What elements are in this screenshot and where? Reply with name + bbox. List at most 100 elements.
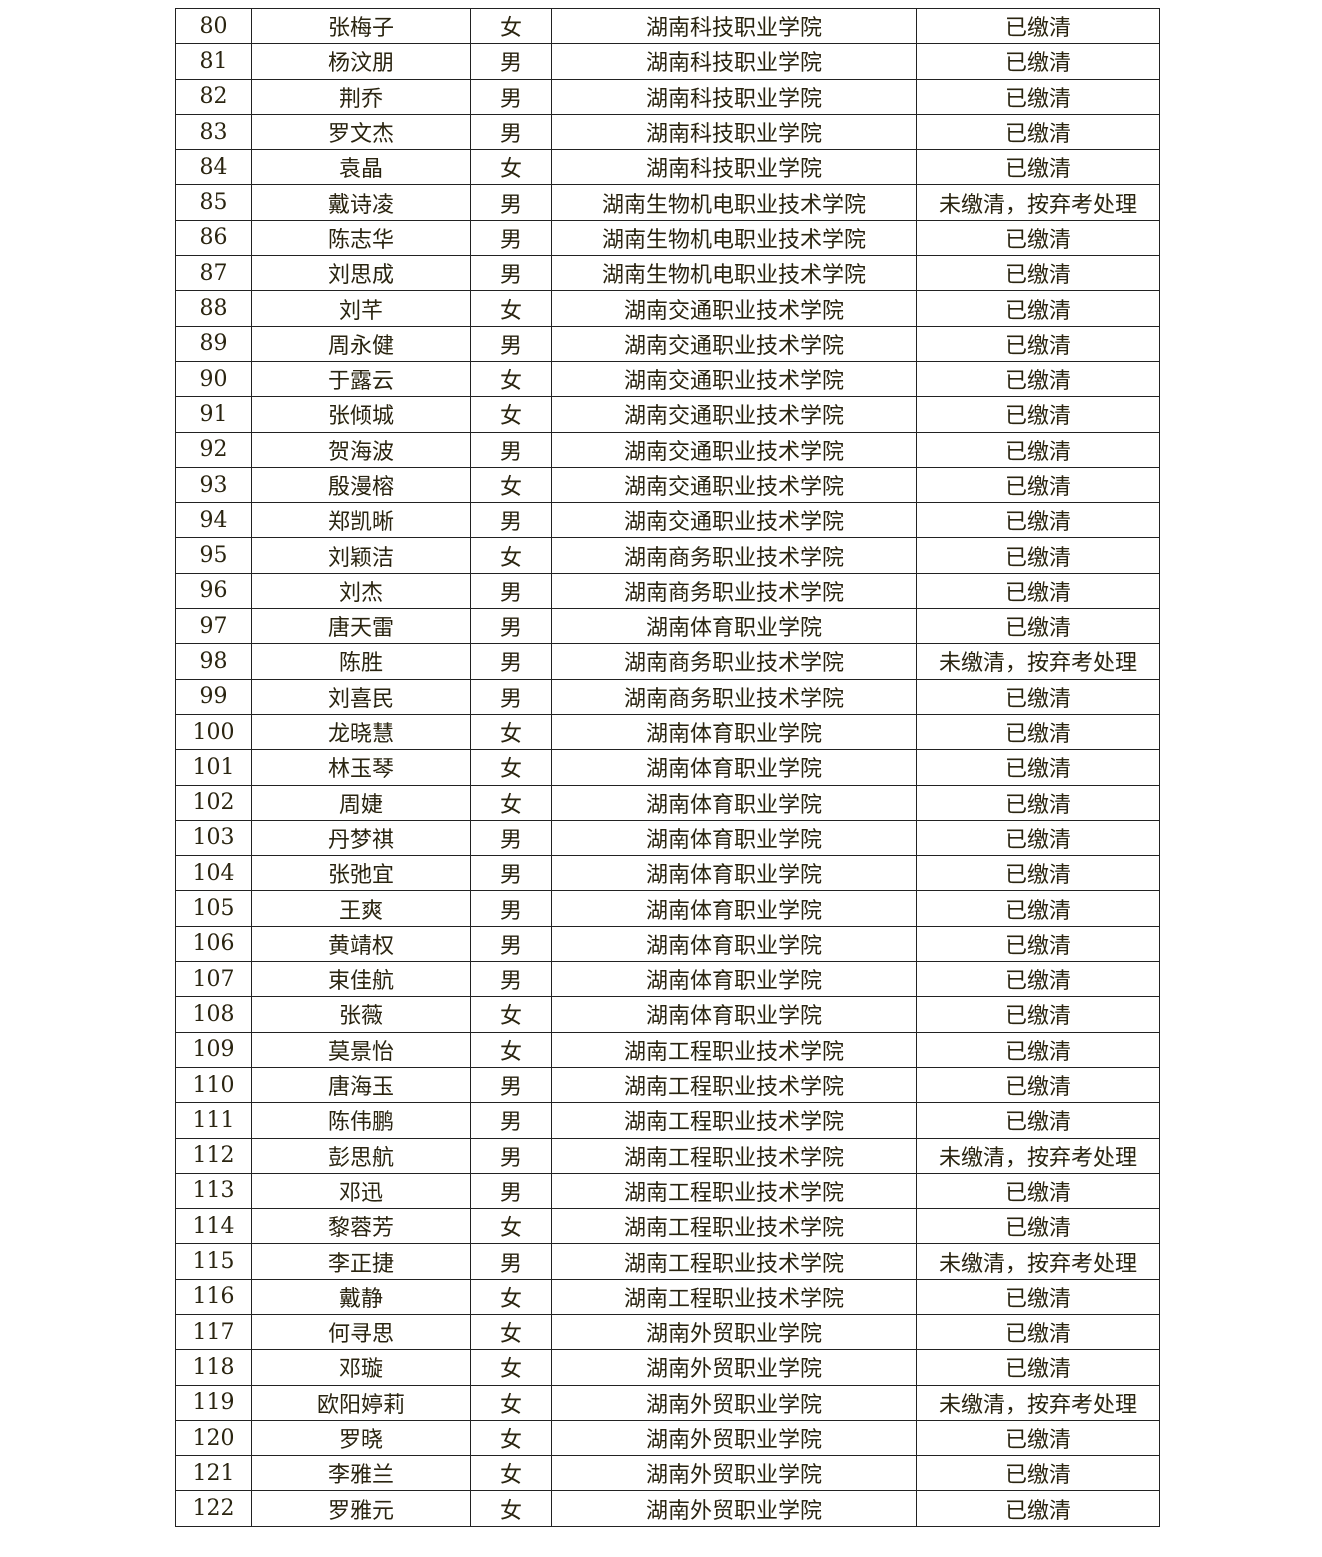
table-row: 118 邓璇女湖南外贸职业学院 已缴清 (175, 1349, 1160, 1386)
school: 湖南体育职业学院 (551, 996, 917, 1033)
gender: 男 (470, 1172, 552, 1210)
student-name: 贺海波 (251, 431, 471, 468)
row-number: 93 (175, 466, 252, 504)
school: 湖南工程职业技术学院 (551, 1172, 917, 1210)
school: 湖南工程职业技术学院 (551, 1208, 917, 1245)
gender: 男 (470, 1137, 552, 1174)
row-number: 116 (175, 1278, 252, 1315)
gender: 女 (470, 360, 552, 398)
table-row: 97 唐天雷男湖南体育职业学院 已缴清 (175, 608, 1160, 645)
table-row: 101 林玉琴女湖南体育职业学院 已缴清 (175, 749, 1160, 786)
row-number: 106 (175, 925, 252, 963)
student-name: 李雅兰 (251, 1455, 471, 1492)
gender: 女 (470, 1419, 552, 1457)
payment-status: 已缴清 (916, 678, 1160, 715)
gender: 女 (470, 1490, 552, 1527)
row-number: 88 (175, 290, 252, 327)
table-row: 112 彭思航男湖南工程职业技术学院 未缴清，按弃考处理 (175, 1137, 1160, 1174)
payment-status: 已缴清 (916, 1313, 1160, 1351)
student-name: 陈胜 (251, 643, 471, 680)
student-name: 刘思成 (251, 255, 471, 292)
gender: 女 (470, 466, 552, 504)
table-row: 114 黎蓉芳女湖南工程职业技术学院 已缴清 (175, 1208, 1160, 1245)
school: 湖南外贸职业学院 (551, 1313, 917, 1351)
student-name: 彭思航 (251, 1137, 471, 1174)
row-number: 102 (175, 784, 252, 821)
payment-status: 已缴清 (916, 290, 1160, 327)
row-number: 81 (175, 43, 252, 80)
payment-status: 已缴清 (916, 1172, 1160, 1210)
row-number: 113 (175, 1172, 252, 1210)
table-row: 88 刘芊女湖南交通职业技术学院 已缴清 (175, 290, 1160, 327)
payment-status: 已缴清 (916, 149, 1160, 186)
table-row: 98 陈胜男湖南商务职业技术学院 未缴清，按弃考处理 (175, 643, 1160, 680)
table-row: 96 刘杰男湖南商务职业技术学院 已缴清 (175, 572, 1160, 610)
table-row: 104 张弛宜男湖南体育职业学院 已缴清 (175, 855, 1160, 892)
school: 湖南科技职业学院 (551, 7, 917, 45)
gender: 女 (470, 784, 552, 821)
student-name: 李正捷 (251, 1243, 471, 1280)
payment-status: 已缴清 (916, 325, 1160, 362)
school: 湖南体育职业学院 (551, 819, 917, 857)
row-number: 98 (175, 643, 252, 680)
row-number: 92 (175, 431, 252, 468)
table-row: 83 罗文杰男湖南科技职业学院 已缴清 (175, 113, 1160, 151)
row-number: 89 (175, 325, 252, 362)
row-number: 95 (175, 537, 252, 574)
row-number: 121 (175, 1455, 252, 1492)
student-name: 林玉琴 (251, 749, 471, 786)
table-row: 94 郑凯晰男湖南交通职业技术学院 已缴清 (175, 502, 1160, 539)
gender: 男 (470, 325, 552, 362)
student-name: 陈伟鹏 (251, 1102, 471, 1139)
table-row: 80 张梅子女湖南科技职业学院 已缴清 (175, 7, 1160, 45)
payment-status: 已缴清 (916, 1419, 1160, 1457)
student-name: 莫景怡 (251, 1031, 471, 1068)
row-number: 100 (175, 713, 252, 751)
payment-status: 已缴清 (916, 537, 1160, 574)
gender: 男 (470, 43, 552, 80)
row-number: 104 (175, 855, 252, 892)
gender: 男 (470, 925, 552, 963)
payment-status: 已缴清 (916, 7, 1160, 45)
payment-status: 已缴清 (916, 113, 1160, 151)
student-name: 郑凯晰 (251, 502, 471, 539)
payment-status: 已缴清 (916, 784, 1160, 821)
gender: 男 (470, 431, 552, 468)
school: 湖南交通职业技术学院 (551, 396, 917, 433)
table-row: 105 王爽男湖南体育职业学院 已缴清 (175, 890, 1160, 927)
gender: 女 (470, 1313, 552, 1351)
student-name: 杨汶朋 (251, 43, 471, 80)
row-number: 90 (175, 360, 252, 398)
school: 湖南交通职业技术学院 (551, 466, 917, 504)
payment-status: 已缴清 (916, 1490, 1160, 1527)
student-name: 刘颖洁 (251, 537, 471, 574)
payment-status: 已缴清 (916, 1066, 1160, 1104)
row-number: 107 (175, 961, 252, 998)
student-name: 戴诗凌 (251, 184, 471, 221)
student-name: 张弛宜 (251, 855, 471, 892)
payment-status: 已缴清 (916, 890, 1160, 927)
gender: 女 (470, 749, 552, 786)
gender: 女 (470, 713, 552, 751)
gender: 女 (470, 1278, 552, 1315)
school: 湖南外贸职业学院 (551, 1384, 917, 1421)
student-name: 刘芊 (251, 290, 471, 327)
student-name: 张薇 (251, 996, 471, 1033)
gender: 女 (470, 1208, 552, 1245)
gender: 男 (470, 1243, 552, 1280)
student-name: 刘喜民 (251, 678, 471, 715)
row-number: 83 (175, 113, 252, 151)
school: 湖南交通职业技术学院 (551, 325, 917, 362)
table-row: 93 殷漫榕女湖南交通职业技术学院 已缴清 (175, 466, 1160, 504)
student-name: 欧阳婷莉 (251, 1384, 471, 1421)
school: 湖南商务职业技术学院 (551, 537, 917, 574)
payment-status: 已缴清 (916, 925, 1160, 963)
gender: 男 (470, 819, 552, 857)
row-number: 122 (175, 1490, 252, 1527)
school: 湖南体育职业学院 (551, 961, 917, 998)
row-number: 101 (175, 749, 252, 786)
row-number: 103 (175, 819, 252, 857)
row-number: 108 (175, 996, 252, 1033)
table-row: 90 于露云女湖南交通职业技术学院 已缴清 (175, 360, 1160, 398)
row-number: 82 (175, 78, 252, 115)
